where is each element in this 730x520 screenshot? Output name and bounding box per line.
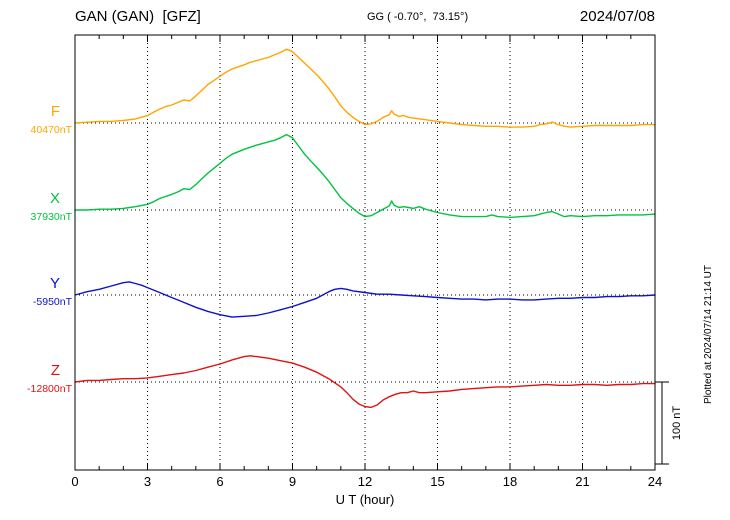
trace-F [74,48,656,128]
series-letter-F: F [50,103,60,120]
series-baseline-value-F: 40470nT [30,124,72,136]
x-tick-label: 0 [71,474,79,489]
station-title: GAN (GAN) [GFZ] [75,8,201,25]
series-label-Z: Z -12800nT [0,363,72,395]
plot-border [74,34,656,471]
series-label-F: F 40470nT [0,104,72,136]
series-letter-Y: Y [49,275,60,292]
x-tick-label: 6 [216,474,224,489]
geo-coordinates: GG ( -0.70°, 73.15°) [367,11,469,23]
series-baseline-value-Y: -5950nT [32,296,72,308]
x-tick-label: 18 [502,474,518,489]
series-letter-X: X [49,190,60,207]
plot-date: 2024/07/08 [579,8,655,25]
x-tick-label: 12 [357,474,373,489]
scale-bar-label: 100 nT [666,381,688,465]
plotted-at-note-text: Plotted at 2024/07/14 21:14 UT [702,264,714,404]
x-tick-label: 3 [143,474,152,489]
series-label-Y: Y -5950nT [0,276,72,308]
trace-Z [74,355,656,409]
series-letter-Z: Z [50,362,60,379]
series-label-X: X 37930nT [0,191,72,223]
x-tick-label: 21 [575,474,590,489]
x-axis-label: U T (hour) [335,492,395,507]
series-baseline-value-Z: -12800nT [27,383,72,395]
x-tick-label: 9 [288,474,297,489]
series-baseline-value-X: 37930nT [30,211,72,223]
x-tick-label: 15 [430,474,445,489]
x-tick-label: 24 [647,474,663,489]
scale-bar-label-text: 100 nT [671,405,683,441]
trace-X [74,133,656,219]
trace-Y [74,281,656,318]
plotted-at-note: Plotted at 2024/07/14 21:14 UT [699,188,717,480]
